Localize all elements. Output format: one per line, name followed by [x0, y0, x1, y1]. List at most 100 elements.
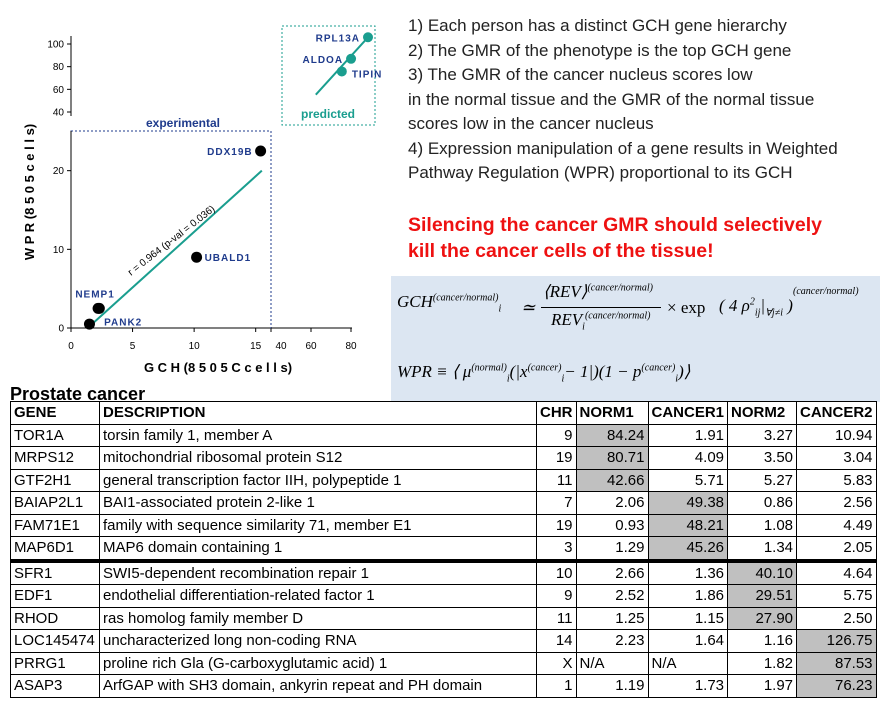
table-row: LOC145474 uncharacterized long non-coding…	[10, 629, 877, 653]
col-cancer2: CANCER2	[796, 401, 877, 425]
table-cell-cancer1: 1.86	[647, 584, 729, 608]
table-cell-norm2: 1.82	[727, 651, 798, 675]
table-cell-gene: PRRG1	[10, 651, 100, 675]
y-tick-label: 20	[53, 166, 65, 177]
table-cell-norm1: 1.29	[575, 536, 649, 561]
rho-term: ( 4 ρ2ij|∀j≠i )	[719, 296, 793, 319]
table-cell-norm2: 0.86	[727, 491, 798, 515]
experimental-point	[255, 145, 267, 157]
table-cell-chr: 11	[536, 468, 577, 492]
fit-line	[88, 169, 263, 328]
rev-numerator: ⟨REV⟩(cancer/normal)	[543, 282, 653, 301]
p-sub: i	[675, 373, 679, 385]
table-cell-cancer1: 1.73	[647, 674, 729, 698]
rev-symbol: REV	[549, 282, 581, 301]
rev-den-sup: (cancer/normal)	[584, 310, 651, 322]
note-line-6: 4) Expression manipulation of a gene res…	[408, 138, 838, 158]
x-tick-label: 0	[68, 341, 74, 352]
table-cell-cancer1: 1.15	[647, 606, 729, 630]
table-cell-chr: X	[536, 651, 577, 675]
table-cell-norm2: 1.16	[727, 629, 798, 653]
rho-sup: 2	[749, 296, 755, 308]
table-cell-chr: 19	[536, 446, 577, 470]
x-tick-label: 5	[130, 341, 136, 352]
table-row: ASAP3 ArfGAP with SH3 domain, ankyrin rep…	[10, 674, 877, 698]
fraction-bar	[541, 307, 661, 308]
rho-symbol: 4 ρ	[728, 296, 750, 315]
x-part: (|x	[509, 362, 528, 381]
point-label: ALDOA	[302, 55, 343, 66]
predicted-y-tick-label: 100	[47, 40, 64, 51]
predicted-x-tick-label: 40	[275, 341, 287, 352]
table-row: BAIAP2L1 BAI1-associated protein 2-like 1…	[10, 491, 877, 515]
experimental-point	[191, 251, 203, 263]
table-cell-description: uncharacterized long non-coding RNA	[99, 629, 537, 653]
table-cell-norm1: 84.24	[575, 423, 649, 447]
note-line-4: in the normal tissue and the GMR of the …	[408, 89, 815, 109]
table-cell-norm2: 40.10	[727, 558, 798, 585]
table-cell-norm2: 27.90	[727, 606, 798, 630]
table-cell-gene: BAIAP2L1	[10, 491, 100, 515]
table-cell-cancer2: 10.94	[796, 423, 877, 447]
table-cell-gene: EDF1	[10, 584, 100, 608]
predicted-point	[336, 66, 347, 77]
table-cell-chr: 9	[536, 423, 577, 447]
mu-sub: i	[506, 373, 510, 385]
table-row: MAP6D1 MAP6 domain containing 1 3 1.29 45.26…	[10, 536, 877, 561]
table-cell-norm2: 29.51	[727, 584, 798, 608]
x-tick-label: 15	[250, 341, 262, 352]
outer-sup: (cancer/normal)	[793, 286, 859, 297]
table-cell-chr: 9	[536, 584, 577, 608]
wpr-symbol: WPR ≡ ⟨ μ	[397, 362, 472, 381]
close-part: )⟩	[678, 362, 691, 381]
key-points: 1) Each person has a distinct GCH gene h…	[408, 14, 888, 186]
table-cell-chr: 11	[536, 606, 577, 630]
table-row: SFR1 SWI5-dependent recombination repair …	[10, 558, 877, 585]
predicted-point	[363, 32, 373, 43]
table-cell-description: MAP6 domain containing 1	[99, 536, 537, 561]
experimental-point	[93, 302, 105, 314]
x-axis-label: G C H (8 5 0 5 C c e l l s)	[144, 360, 292, 375]
note-line-5: scores low in the cancer nucleus	[408, 114, 654, 133]
table-cell-description: ras homolog family member D	[99, 606, 537, 630]
predicted-x-tick-label: 60	[305, 341, 317, 352]
approx-sign: ≃	[521, 298, 536, 317]
table-cell-gene: FAM71E1	[10, 513, 100, 537]
fit-line-label: r = 0.964 (p-val = 0.036)	[126, 204, 217, 279]
y-tick-label: 0	[58, 324, 64, 335]
table-cell-chr: 1	[536, 674, 577, 698]
rev-den-sub: i	[582, 321, 585, 333]
table-cell-cancer1: 4.09	[647, 446, 729, 470]
table-cell-norm2: 5.27	[727, 468, 798, 492]
table-cell-gene: LOC145474	[10, 629, 100, 653]
table-cell-cancer1: 1.36	[647, 558, 729, 585]
rho-condition: ∀j≠i	[765, 307, 783, 319]
table-cell-cancer1: N/A	[647, 651, 729, 675]
table-cell-chr: 3	[536, 536, 577, 561]
predicted-y-tick-label: 80	[53, 62, 65, 73]
table-row: MRPS12 mitochondrial ribosomal protein S1…	[10, 446, 877, 470]
table-cell-norm1: N/A	[575, 651, 649, 675]
col-norm2: NORM2	[727, 401, 798, 425]
table-cell-norm2: 1.97	[727, 674, 798, 698]
table-cell-cancer1: 45.26	[647, 536, 729, 561]
conclusion-headline: Silencing the cancer GMR should selectiv…	[408, 212, 888, 264]
table-cell-chr: 19	[536, 513, 577, 537]
table-cell-description: BAI1-associated protein 2-like 1	[99, 491, 537, 515]
table-cell-chr: 14	[536, 629, 577, 653]
x-sub: i	[561, 373, 565, 385]
y-tick-label: 10	[53, 245, 65, 256]
table-cell-description: mitochondrial ribosomal protein S12	[99, 446, 537, 470]
predicted-label: predicted	[301, 107, 355, 121]
point-label: RPL13A	[316, 33, 360, 44]
gch-sup: (cancer/normal)	[432, 292, 499, 304]
table-cell-cancer1: 49.38	[647, 491, 729, 515]
table-cell-chr: 7	[536, 491, 577, 515]
table-cell-cancer2: 4.49	[796, 513, 877, 537]
table-row: EDF1 endothelial differentiation-related …	[10, 584, 877, 608]
gch-symbol: GCH	[397, 292, 433, 311]
predicted-y-tick-label: 60	[53, 85, 65, 96]
note-line-2: 2) The GMR of the phenotype is the top G…	[408, 40, 792, 60]
table-cell-norm1: 2.06	[575, 491, 649, 515]
table-cell-cancer2: 4.64	[796, 558, 877, 585]
